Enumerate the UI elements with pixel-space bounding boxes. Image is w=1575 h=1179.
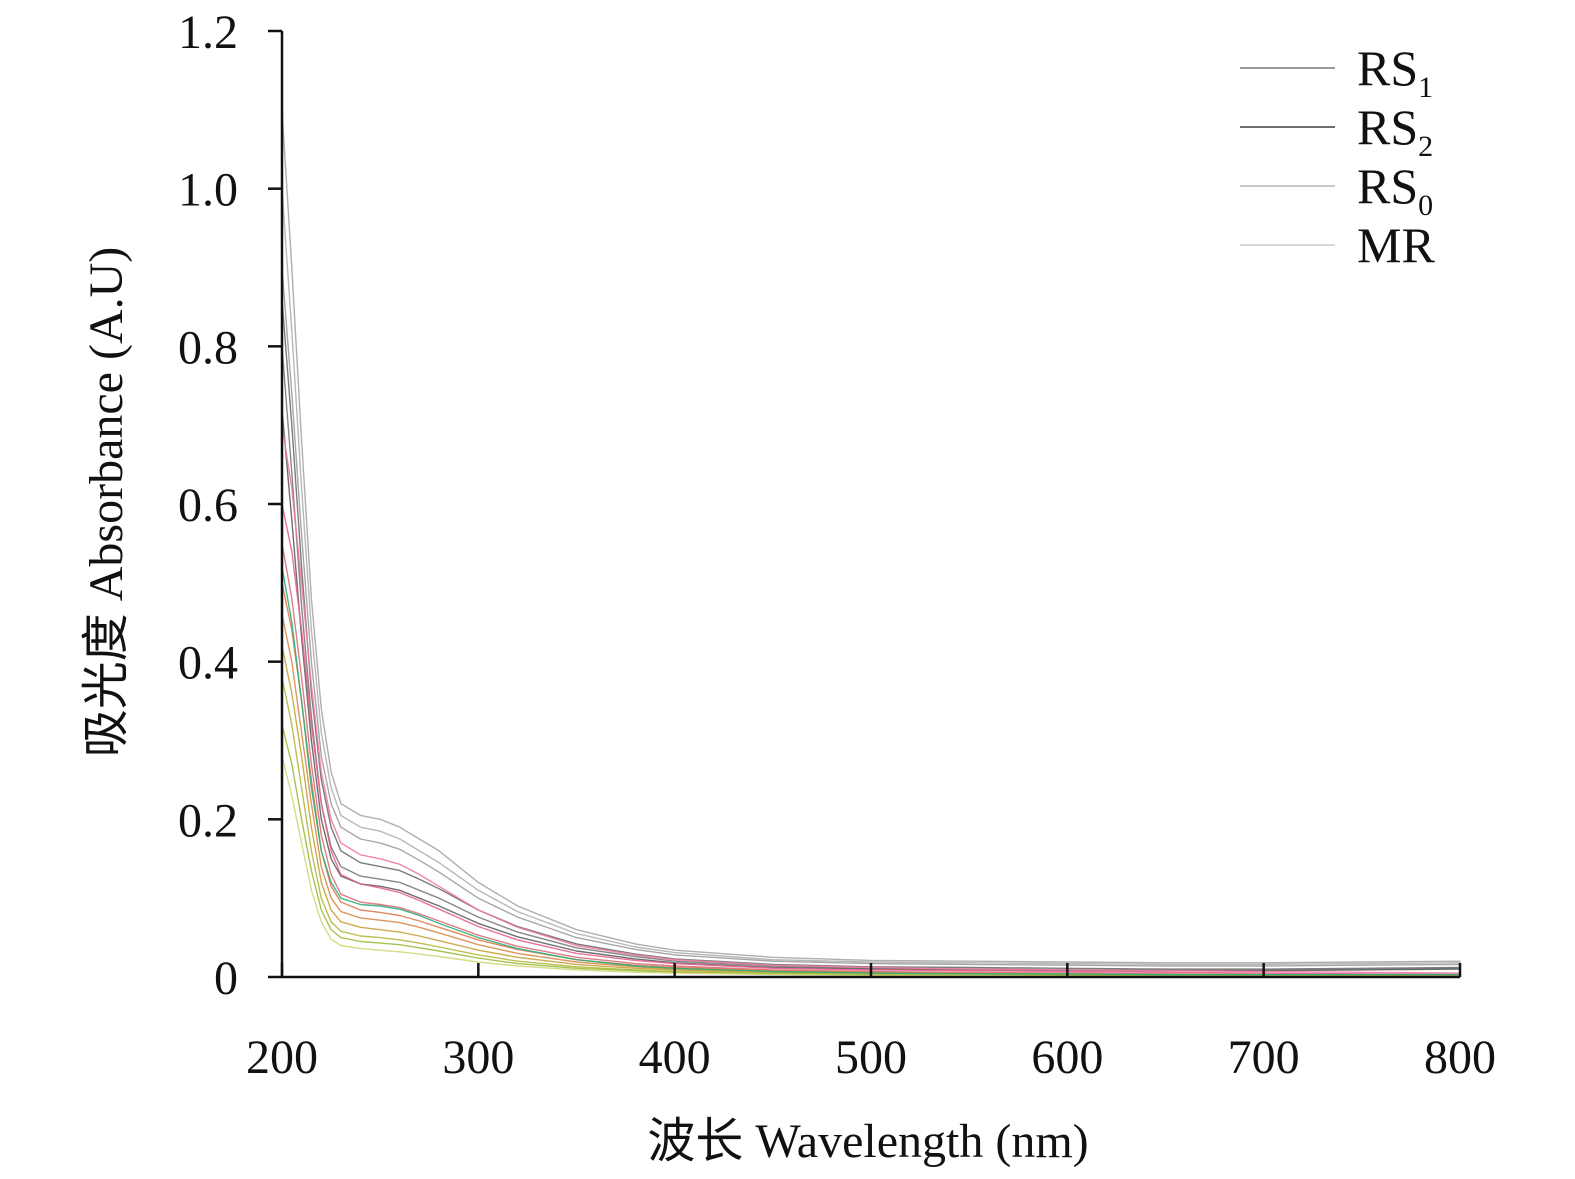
axes	[280, 31, 1460, 979]
y-tick-label: 0.8	[178, 321, 238, 374]
x-tick-label: 300	[442, 1031, 514, 1084]
x-tick-label: 600	[1031, 1031, 1103, 1084]
series-line-rs1-1	[281, 109, 1461, 964]
x-axis-title: 波长 Wavelength (nm)	[647, 1115, 1088, 1168]
series-line-rs0-11	[281, 613, 1461, 977]
y-tick-label: 1.2	[178, 6, 238, 59]
series-line-mr-8	[281, 503, 1461, 976]
y-axis-title: 吸光度 Absorbance (A.U)	[80, 247, 133, 758]
x-tick-label: 800	[1424, 1031, 1496, 1084]
series-line-mr-7	[281, 424, 1461, 974]
x-tick-label: 700	[1228, 1031, 1300, 1084]
series-line-rs1-2	[281, 187, 1461, 966]
x-tick-label: 200	[246, 1031, 318, 1084]
legend-label: RS0	[1357, 158, 1433, 222]
series-layer	[281, 109, 1461, 977]
y-tick-label: 1.0	[178, 164, 238, 217]
x-tick-label: 500	[835, 1031, 907, 1084]
y-tick-label: 0	[214, 952, 238, 1005]
series-line-mr-9	[281, 542, 1461, 977]
y-tick-label: 0.2	[178, 794, 238, 847]
y-tick-label: 0.6	[178, 479, 238, 532]
y-tick-label: 0.4	[178, 637, 238, 690]
series-line-rs1-3	[281, 266, 1461, 967]
series-line-rs0-15	[281, 566, 1461, 976]
series-line-rs0-12	[281, 645, 1461, 977]
legend-label: RS2	[1357, 99, 1433, 163]
x-tick-label: 400	[639, 1031, 711, 1084]
series-line-rs0-10	[281, 582, 1461, 977]
series-line-rs0-13	[281, 676, 1461, 977]
series-line-rs2-6	[281, 408, 1461, 972]
y-ticks: 0 0.2 0.4 0.6 0.8 1.0 1.2	[178, 6, 282, 1005]
legend-label: RS1	[1357, 40, 1433, 104]
x-ticks: 200 300 400 500 600 700 800	[246, 963, 1496, 1084]
series-line-rs2-4	[281, 298, 1461, 970]
legend-label: MR	[1357, 217, 1435, 273]
